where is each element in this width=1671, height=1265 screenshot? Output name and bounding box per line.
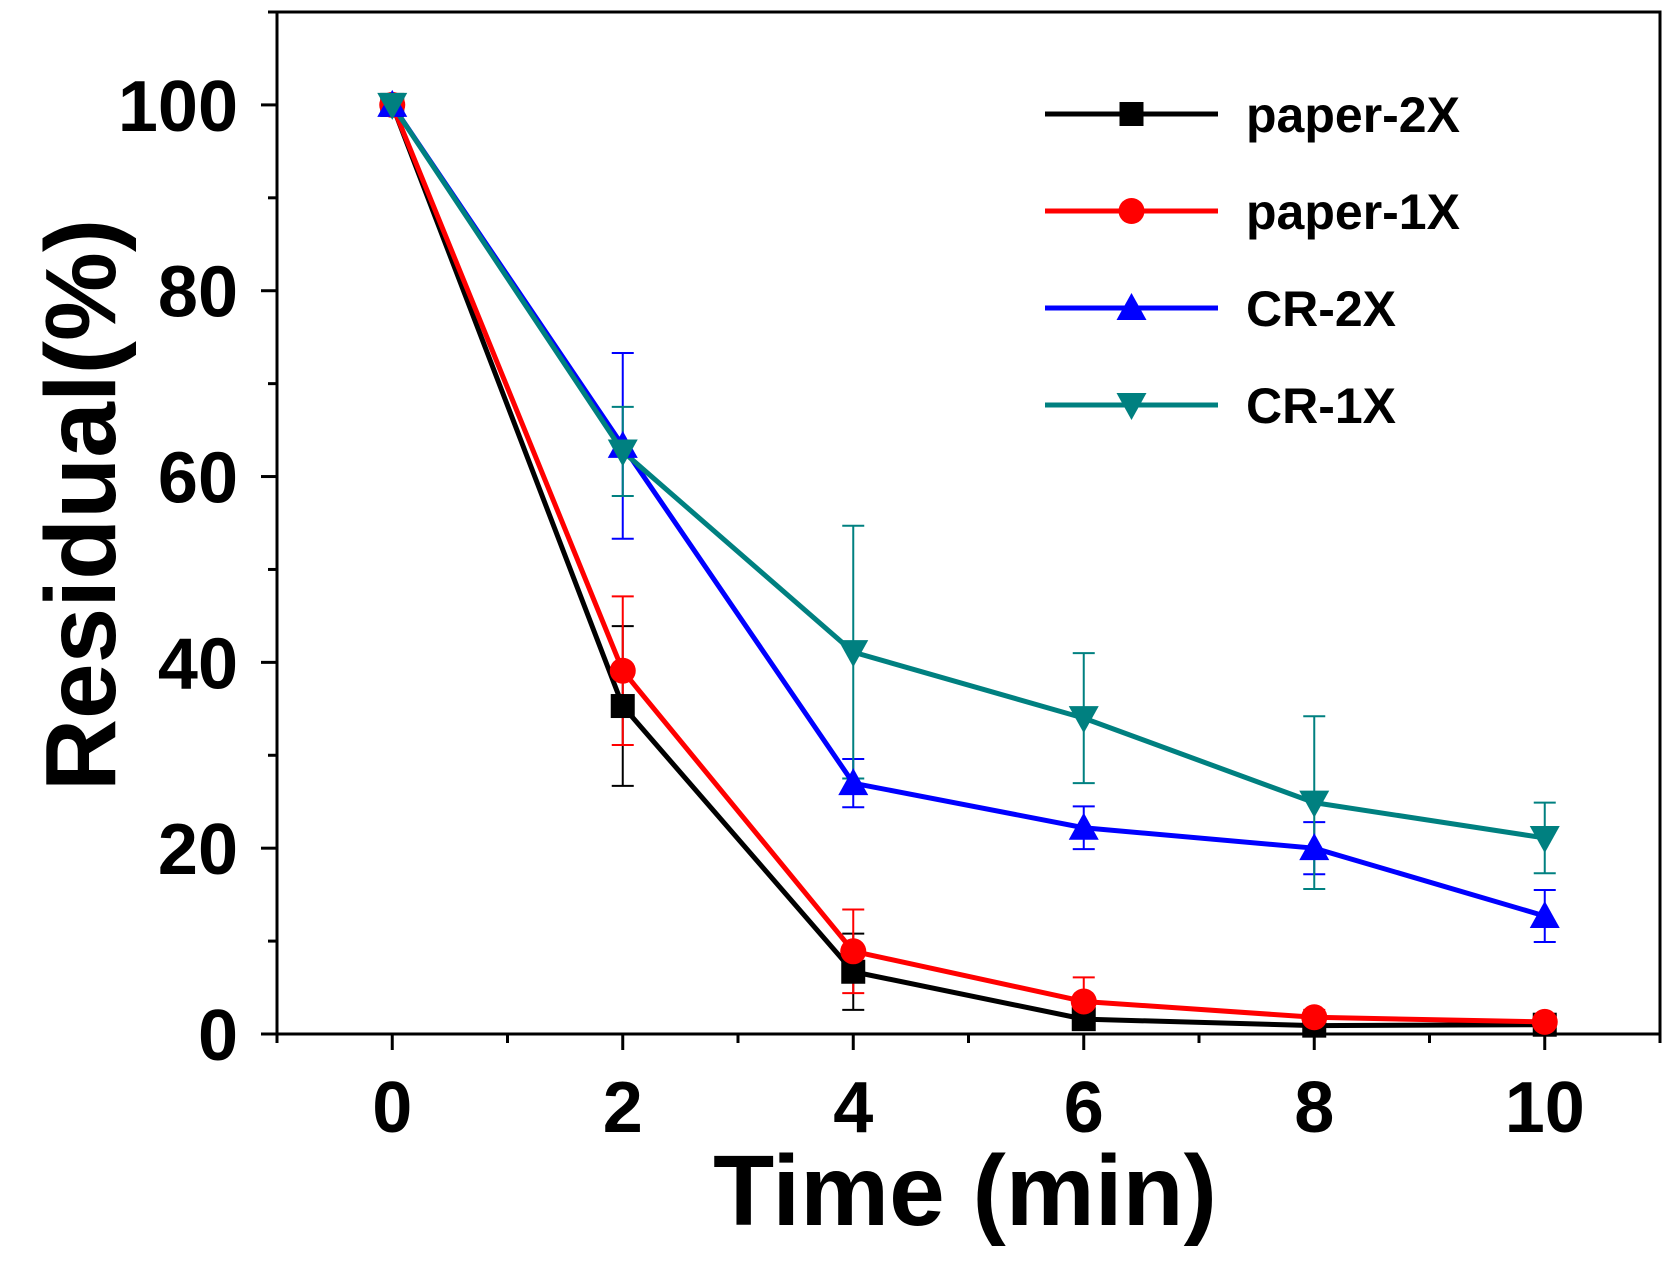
series-line-cr-2x <box>390 103 1546 919</box>
x-tick-label: 0 <box>372 1068 412 1148</box>
y-tick-label: 0 <box>198 996 238 1076</box>
x-tick-label: 2 <box>603 1068 643 1148</box>
x-tick-label: 4 <box>833 1068 873 1148</box>
y-tick-label: 40 <box>158 624 238 704</box>
y-tick-label: 80 <box>158 253 238 333</box>
legend-label-paper-2x: paper-2X <box>1246 87 1460 143</box>
series-line-paper-2x <box>389 104 1545 1029</box>
point-cr-2x <box>1299 833 1330 861</box>
legend: paper-2X paper-1X CR-2X CR-1X <box>1045 87 1460 434</box>
series-line-paper-1x <box>389 103 1545 1025</box>
point-cr-2x <box>1068 812 1099 840</box>
legend-label-cr-1x: CR-1X <box>1246 378 1396 434</box>
x-tick-label: 8 <box>1294 1068 1334 1148</box>
point-cr-1x <box>1299 790 1330 818</box>
point-cr-1x <box>377 92 408 120</box>
point-cr-2x <box>838 768 869 796</box>
point-cr-1x <box>1068 706 1099 734</box>
point-cr-1x <box>838 640 869 668</box>
point-cr-2x <box>1529 901 1560 929</box>
legend-label-paper-1x: paper-1X <box>1246 184 1460 240</box>
point-paper-1x <box>1070 988 1097 1015</box>
point-paper-1x <box>1301 1004 1328 1031</box>
legend-marker-cr-1x <box>1116 393 1147 420</box>
x-tick-label: 10 <box>1505 1068 1585 1148</box>
y-tick-label: 60 <box>158 439 238 519</box>
legend-marker-paper-1x <box>1118 198 1145 224</box>
y-axis-title: Residual(%) <box>25 219 137 791</box>
point-paper-1x <box>609 657 636 684</box>
data-markers <box>377 89 1560 1038</box>
y-tick-label: 20 <box>158 810 238 890</box>
legend-label-cr-2x: CR-2X <box>1246 281 1396 337</box>
point-cr-1x <box>1529 825 1560 853</box>
point-paper-1x <box>1531 1008 1558 1035</box>
point-cr-1x <box>607 439 638 467</box>
y-tick-label: 100 <box>118 67 238 147</box>
legend-marker-paper-2x <box>1119 102 1144 126</box>
x-axis-title: Time (min) <box>713 1135 1217 1247</box>
legend-marker-cr-2x <box>1116 293 1147 320</box>
x-tick-label: 6 <box>1064 1068 1104 1148</box>
point-paper-2x <box>610 694 635 719</box>
point-paper-1x <box>840 938 867 965</box>
series-lines <box>389 103 1546 1029</box>
series-line-cr-1x <box>390 103 1546 841</box>
